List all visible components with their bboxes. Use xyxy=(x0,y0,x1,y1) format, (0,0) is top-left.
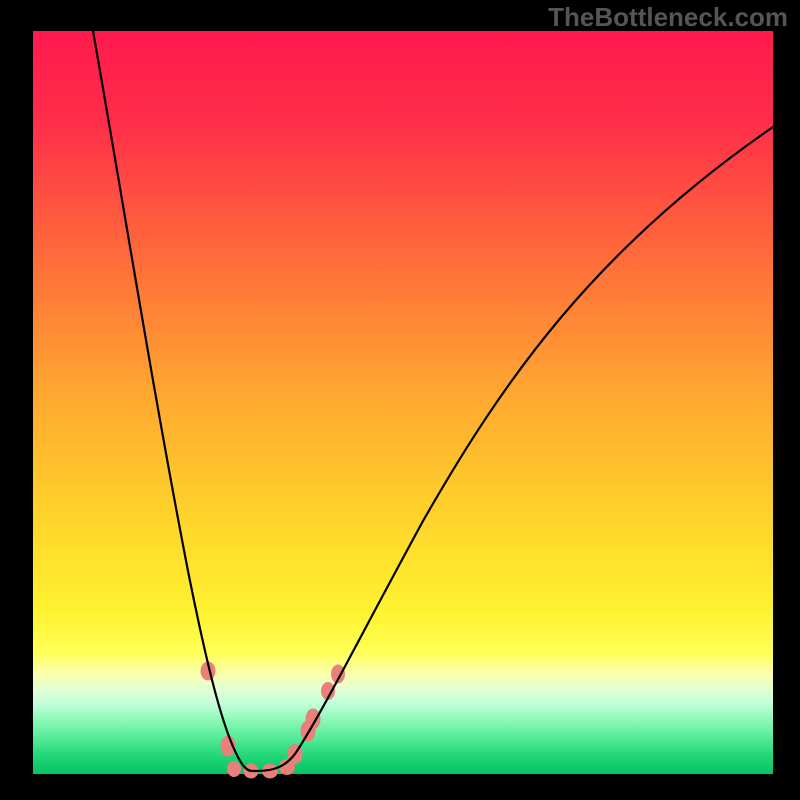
chart-frame: TheBottleneck.com xyxy=(0,0,800,800)
curve-group xyxy=(93,31,773,771)
bottleneck-curve-segment xyxy=(93,31,252,771)
data-marker xyxy=(227,761,241,777)
plot-area xyxy=(33,31,773,774)
curve-layer xyxy=(33,31,773,774)
bottleneck-curve-segment xyxy=(252,127,773,771)
marker-group xyxy=(201,662,346,779)
watermark-text: TheBottleneck.com xyxy=(548,2,788,33)
